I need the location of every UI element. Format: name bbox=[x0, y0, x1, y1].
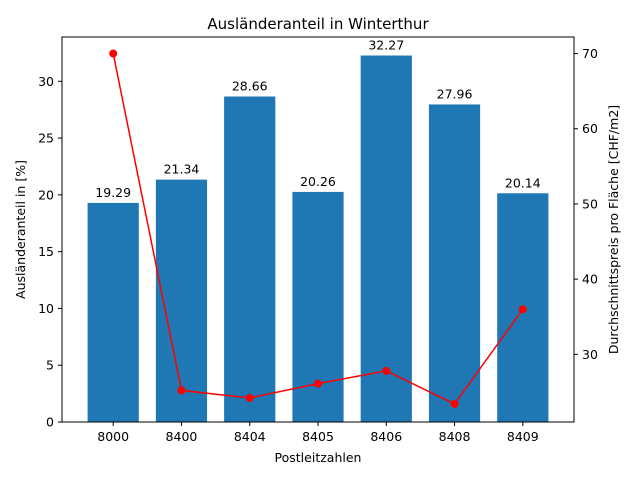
x-axis-label: Postleitzahlen bbox=[275, 450, 362, 465]
x-tick-label: 8406 bbox=[370, 429, 402, 444]
bar-value-label: 20.14 bbox=[505, 175, 541, 190]
bar-8404 bbox=[224, 96, 276, 423]
y-axis-right: 30 40 50 60 70 bbox=[574, 46, 598, 362]
y-tick-label: 30 bbox=[38, 74, 54, 89]
bar-8406 bbox=[360, 55, 412, 422]
chart-title: Ausländeranteil in Winterthur bbox=[207, 15, 429, 33]
y-tick-label: 0 bbox=[46, 415, 54, 430]
y-tick-label: 10 bbox=[38, 301, 54, 316]
y-tick-label: 25 bbox=[38, 131, 54, 146]
x-tick-label: 8400 bbox=[166, 429, 198, 444]
y2-tick-label: 50 bbox=[582, 196, 598, 211]
line-point bbox=[382, 366, 391, 375]
bar-8408 bbox=[428, 104, 481, 422]
y2-tick-label: 40 bbox=[582, 272, 598, 287]
y-tick-label: 20 bbox=[38, 187, 54, 202]
bar-value-label: 32.27 bbox=[368, 38, 404, 53]
bar-value-label: 21.34 bbox=[164, 162, 200, 177]
bar-label-group: 19.29 21.34 28.66 20.26 32.27 27.96 20.14 bbox=[95, 38, 540, 200]
y-tick-label: 15 bbox=[38, 244, 54, 259]
line-point bbox=[109, 49, 118, 58]
line-point bbox=[177, 386, 186, 395]
x-tick-label: 8405 bbox=[302, 429, 334, 444]
x-tick-label: 8404 bbox=[234, 429, 266, 444]
line-point bbox=[518, 305, 527, 314]
x-tick-label: 8408 bbox=[439, 429, 471, 444]
bar-group bbox=[87, 55, 549, 423]
y2-tick-label: 60 bbox=[582, 121, 598, 136]
y2-tick-label: 30 bbox=[582, 347, 598, 362]
bar-value-label: 19.29 bbox=[95, 185, 131, 200]
x-tick-label: 8000 bbox=[97, 429, 129, 444]
line-point bbox=[245, 393, 254, 402]
y2-tick-label: 70 bbox=[582, 46, 598, 61]
y-tick-label: 5 bbox=[46, 358, 54, 373]
bar-value-label: 20.26 bbox=[300, 174, 336, 189]
bar-value-label: 27.96 bbox=[437, 86, 473, 101]
bar-8400 bbox=[155, 179, 208, 422]
y2-axis-label: Durchschnittspreis pro Fläche [CHF/m2] bbox=[606, 105, 621, 354]
bar-8000 bbox=[87, 202, 139, 422]
x-axis: 8000 8400 8404 8405 8406 8408 8409 bbox=[97, 422, 539, 444]
line-series bbox=[109, 49, 527, 408]
line-point bbox=[450, 399, 459, 408]
y-axis-label: Ausländeranteil in [%] bbox=[13, 160, 28, 299]
y-axis-left: 0 5 10 15 20 25 30 bbox=[38, 74, 62, 430]
bar-value-label: 28.66 bbox=[232, 79, 268, 94]
x-tick-label: 8409 bbox=[507, 429, 539, 444]
line-point bbox=[314, 379, 322, 388]
